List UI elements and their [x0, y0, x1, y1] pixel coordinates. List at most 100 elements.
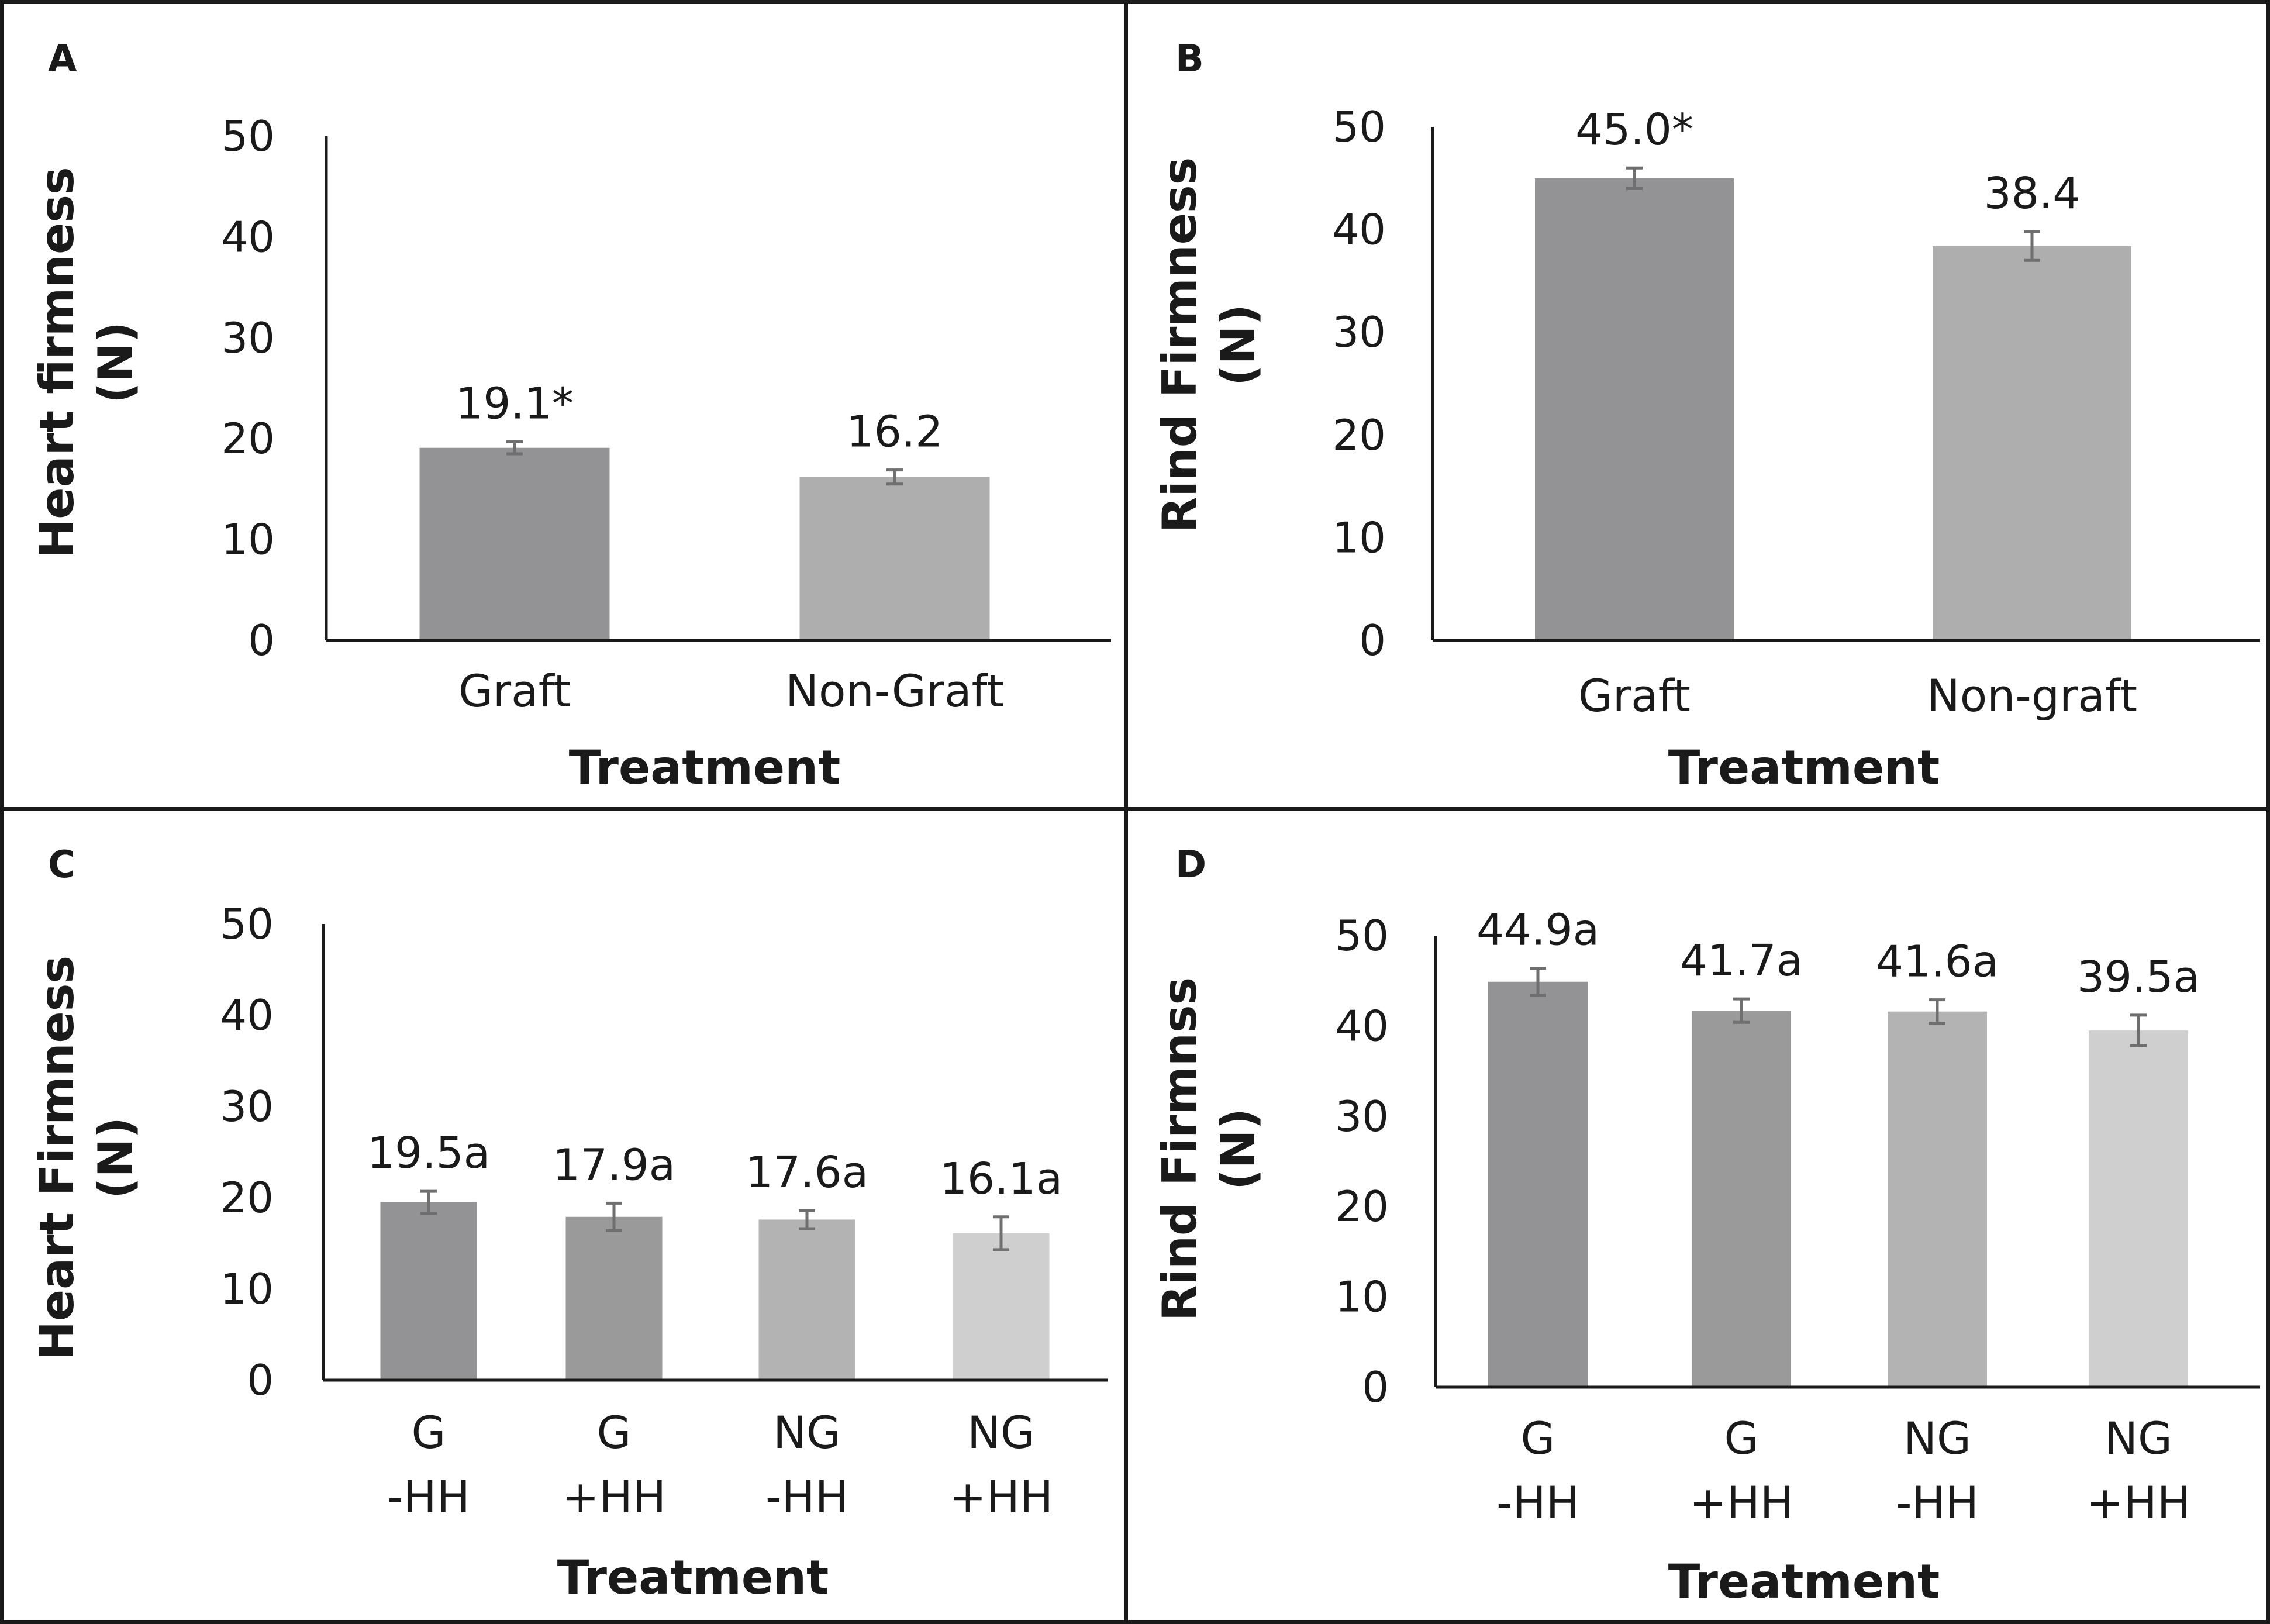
data-label-c-0: 19.5a [367, 1128, 490, 1178]
error-bar-line-a-0 [506, 440, 523, 456]
error-bar-line-a-1 [886, 468, 903, 486]
y-tick-label-b-3: 30 [1332, 308, 1386, 357]
error-bar-c-1 [606, 1201, 622, 1232]
y-tick-label-b-2: 20 [1332, 411, 1386, 460]
bar-d-2 [1888, 1011, 1987, 1387]
category-label-a-0-0: Graft [458, 665, 571, 717]
y-tick-label-d-0: 0 [1362, 1363, 1389, 1412]
error-bar-line-b-1 [2024, 230, 2040, 262]
y-tick-label-c-0: 0 [247, 1356, 274, 1405]
y-tick-label-d-1: 10 [1335, 1273, 1389, 1322]
error-bar-line-b-0 [1626, 166, 1643, 190]
category-label-b-0-0: Graft [1578, 670, 1691, 722]
error-bar-a-1 [886, 468, 903, 486]
data-label-c-2: 17.6a [746, 1147, 868, 1198]
error-bar-b-0 [1626, 166, 1643, 190]
error-bar-d-0 [1530, 967, 1546, 997]
data-label-b-1: 38.4 [1984, 168, 2081, 219]
y-tick-label-c-2: 20 [220, 1173, 274, 1222]
data-label-d-1: 41.7a [1680, 936, 1803, 986]
data-label-d-2: 41.6a [1876, 937, 1999, 987]
y-tick-label-a-4: 40 [221, 212, 275, 261]
category-label-c-0-0: G [412, 1406, 446, 1459]
category-label-d-0-0: G [1521, 1412, 1555, 1464]
x-axis-title-d: Treatment [1668, 1554, 1940, 1609]
bar-d-3 [2089, 1030, 2188, 1387]
error-bar-line-c-3 [993, 1215, 1009, 1251]
category-label-a-1-0: Non-Graft [785, 665, 1004, 717]
y-axis-title-d: Rind Firmnss (N) [1153, 977, 1265, 1321]
bar-a-1 [799, 477, 990, 640]
error-bar-d-2 [1929, 998, 1945, 1025]
data-label-d-3: 39.5a [2077, 952, 2200, 1002]
y-axis-title-line-a-1: (N) [88, 322, 143, 404]
y-tick-label-b-5: 50 [1332, 102, 1386, 151]
error-bar-line-d-3 [2130, 1013, 2147, 1047]
error-bar-c-3 [993, 1215, 1009, 1251]
category-label-c-1-1: +HH [562, 1471, 666, 1523]
category-label-c-0-1: -HH [387, 1471, 470, 1523]
category-label-d-3-0: NG [2105, 1412, 2172, 1464]
category-label-c-3-0: NG [967, 1406, 1035, 1459]
category-label-d-1-0: G [1724, 1412, 1759, 1464]
y-tick-label-d-2: 20 [1335, 1182, 1389, 1231]
y-axis-title-line-b-0: Rind Firmness [1153, 157, 1207, 533]
y-axis-title-b: Rind Firmness (N) [1153, 157, 1265, 533]
y-tick-label-a-1: 10 [221, 515, 275, 564]
error-bar-c-2 [799, 1209, 815, 1230]
y-tick-label-b-1: 10 [1332, 513, 1386, 562]
y-tick-label-b-0: 0 [1359, 616, 1386, 665]
data-label-d-0: 44.9a [1476, 905, 1599, 956]
y-tick-label-a-3: 30 [221, 313, 275, 363]
y-axis-title-line-d-0: Rind Firmnss [1153, 977, 1207, 1321]
y-tick-label-b-4: 40 [1332, 205, 1386, 254]
y-tick-label-c-1: 10 [220, 1264, 274, 1313]
error-bar-line-c-0 [420, 1189, 437, 1215]
error-bar-line-d-1 [1733, 997, 1750, 1024]
category-label-b-1-0: Non-graft [1927, 670, 2137, 722]
y-axis-title-c: Heart Firmness (N) [30, 956, 143, 1360]
y-axis-title-line-c-1: (N) [88, 1117, 143, 1199]
error-bar-b-1 [2024, 230, 2040, 262]
error-bar-a-0 [506, 440, 523, 456]
data-label-a-1: 16.2 [847, 407, 943, 457]
bar-b-1 [1933, 246, 2131, 640]
y-axis-title-line-b-1: (N) [1211, 304, 1265, 386]
panel-d-letter: D [1175, 843, 1206, 887]
category-label-d-1-1: +HH [1689, 1477, 1793, 1529]
plot-b: 0 10 20 30 40 50 45.0* Graft 38.4 Non-graft Treatm… [1153, 102, 2260, 795]
x-axis-title-c: Treatment [557, 1550, 829, 1605]
plot-c: 0 10 20 30 40 50 19.5a G -HH 17.9a G +HH 17.6a NG -HH 1… [30, 899, 1108, 1605]
bar-a-0 [419, 447, 610, 640]
error-bar-line-d-2 [1929, 998, 1945, 1025]
category-label-c-1-0: G [597, 1406, 632, 1459]
bar-d-1 [1692, 1011, 1791, 1387]
y-tick-label-c-5: 50 [220, 899, 274, 949]
plot-a: 0 10 20 30 40 50 19.1* Graft 16.2 Non-Graft Treatm… [30, 112, 1111, 795]
y-tick-label-a-0: 0 [248, 616, 275, 665]
error-bar-d-1 [1733, 997, 1750, 1024]
y-axis-title-line-c-0: Heart Firmness [30, 956, 84, 1360]
category-label-c-2-0: NG [773, 1406, 841, 1459]
bar-c-2 [758, 1219, 855, 1380]
error-bar-line-c-1 [606, 1201, 622, 1232]
category-label-d-2-1: -HH [1896, 1477, 1979, 1529]
x-axis-title-a: Treatment [569, 740, 841, 795]
plot-d: 0 10 20 30 40 50 44.9a G -HH 41.7a G +HH 41.6a NG -HH 3… [1153, 905, 2260, 1609]
y-tick-label-a-2: 20 [221, 414, 275, 463]
bar-c-1 [565, 1216, 663, 1380]
bar-d-0 [1488, 981, 1588, 1387]
category-label-d-0-1: -HH [1496, 1477, 1579, 1529]
y-tick-label-d-3: 30 [1335, 1092, 1389, 1141]
category-label-c-2-1: -HH [765, 1471, 848, 1523]
y-axis-title-line-d-1: (N) [1211, 1108, 1265, 1190]
panel-a-letter: A [48, 37, 77, 81]
bar-c-3 [953, 1233, 1050, 1380]
y-tick-label-d-4: 40 [1335, 1001, 1389, 1050]
bar-c-0 [380, 1202, 477, 1380]
y-axis-title-line-a-0: Heart firmness [30, 167, 84, 558]
category-label-c-3-1: +HH [949, 1471, 1053, 1523]
error-bar-line-d-0 [1530, 967, 1546, 997]
data-label-b-0: 45.0* [1575, 105, 1693, 155]
